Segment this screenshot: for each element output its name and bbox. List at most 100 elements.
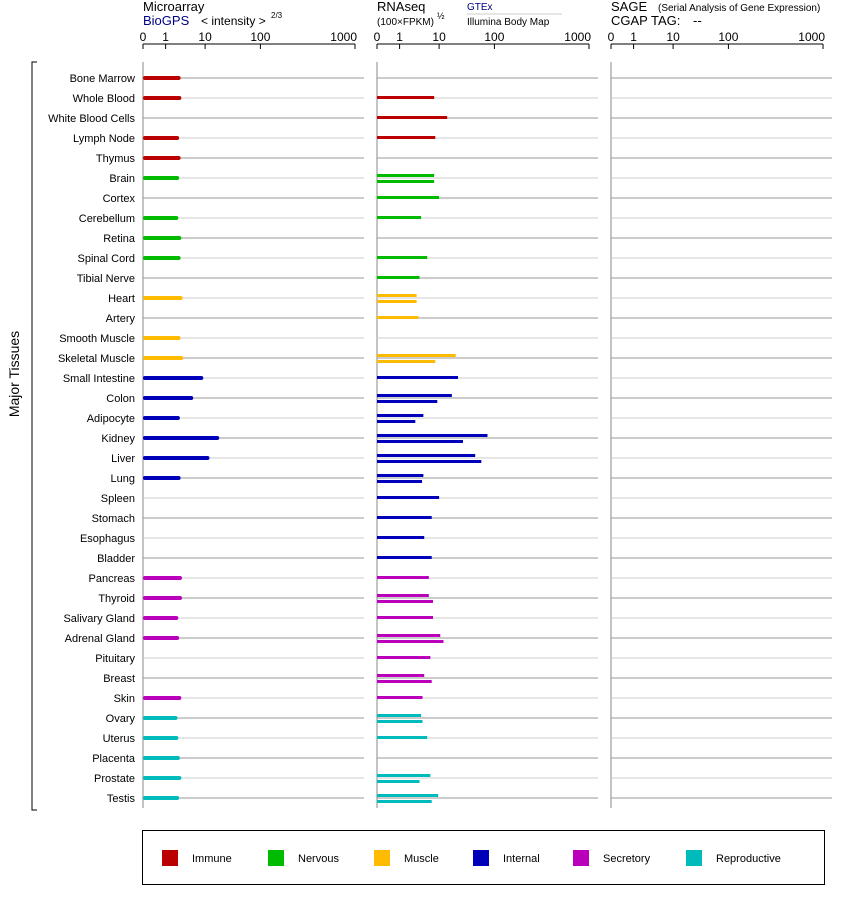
tissue-label: Whole Blood [73, 93, 135, 105]
microarray-bar [143, 176, 180, 180]
microarray-bar [143, 436, 220, 440]
rnaseq-bar [377, 696, 423, 699]
legend-label-internal: Internal [503, 853, 540, 865]
tissue-label: Cortex [103, 193, 136, 205]
tissue-label: Small Intestine [63, 373, 135, 385]
rnaseq-bar [377, 594, 429, 597]
legend-swatch-reproductive [686, 850, 702, 866]
rnaseq-bar [377, 196, 440, 199]
rnaseq-tick-label-1: 1 [396, 30, 403, 44]
tissue-label-layer: Bone Marrow Whole Blood White Blood Cells L… [48, 73, 136, 805]
microarray-bar [143, 476, 181, 480]
tissue-label: Smooth Muscle [59, 333, 135, 345]
tissue-label: Adipocyte [87, 413, 135, 425]
legend-label-reproductive: Reproductive [716, 853, 781, 865]
bar-layer [143, 76, 488, 803]
sage-tick-label-0: 0 [608, 30, 615, 44]
microarray-bar [143, 796, 180, 800]
tissue-label: Heart [108, 293, 135, 305]
microarray-bar [143, 76, 181, 80]
rnaseq-bar [377, 800, 432, 803]
tissue-label: Pancreas [89, 573, 136, 585]
microarray-bar [143, 636, 180, 640]
legend-label-nervous: Nervous [298, 853, 339, 865]
microarray-bar [143, 396, 194, 400]
sage-tick-label-1: 1 [630, 30, 637, 44]
microarray-bar [143, 576, 182, 580]
rnaseq-bar [377, 354, 456, 357]
sage-title: SAGE [611, 0, 647, 14]
tissue-label: Stomach [92, 513, 135, 525]
microarray-bar [143, 296, 183, 300]
rnaseq-bar [377, 516, 432, 519]
sage-header: SAGE (Serial Analysis of Gene Expression… [611, 0, 820, 28]
tissue-label: Placenta [92, 753, 136, 765]
tissue-label: Skin [114, 693, 135, 705]
rnaseq-bar [377, 300, 417, 303]
rnaseq-bar [377, 136, 436, 139]
tissue-label: Salivary Gland [63, 613, 135, 625]
rnaseq-tick-label-4: 1000 [564, 30, 591, 44]
tissue-label: Retina [103, 233, 136, 245]
microarray-bar [143, 736, 179, 740]
legend-swatch-internal [473, 850, 489, 866]
rnaseq-bar [377, 794, 439, 797]
tissue-label: Kidney [101, 433, 135, 445]
tissue-label: Thyroid [98, 593, 135, 605]
tissue-label: Liver [111, 453, 135, 465]
rnaseq-bar [377, 536, 425, 539]
rnaseq-header: RNAseq (100×FPKM) ½ GTEx Illumina Body M… [377, 0, 562, 28]
tissue-label: Brain [109, 173, 135, 185]
rnaseq-tick-label-0: 0 [374, 30, 381, 44]
rnaseq-bar [377, 216, 422, 219]
microarray-tick-label-1: 1 [162, 30, 169, 44]
tissue-label: Prostate [94, 773, 135, 785]
tissue-label: Uterus [103, 733, 136, 745]
grid-layer [142, 62, 832, 808]
rnaseq-bar [377, 496, 440, 499]
rnaseq-bar [377, 116, 448, 119]
microarray-bar [143, 236, 182, 240]
microarray-scale-exp: 2/3 [271, 11, 283, 20]
tissue-label: Tibial Nerve [77, 273, 135, 285]
legend-swatch-muscle [374, 850, 390, 866]
rnaseq-bar [377, 360, 436, 363]
microarray-scale-label: < intensity > [201, 14, 266, 28]
tissue-label: Testis [107, 793, 136, 805]
rnaseq-bar [377, 174, 435, 177]
sage-tag-value: -- [693, 13, 702, 28]
microarray-header: Microarray BioGPS < intensity > 2/3 [143, 0, 283, 28]
rnaseq-bar [377, 714, 422, 717]
rnaseq-bar [377, 276, 420, 279]
rnaseq-bar [377, 400, 438, 403]
rnaseq-tick-label-2: 10 [432, 30, 446, 44]
rnaseq-bar [377, 600, 433, 603]
rnaseq-bar [377, 556, 432, 559]
rnaseq-bar [377, 96, 435, 99]
sage-tick-label-3: 100 [718, 30, 738, 44]
tissue-label: Ovary [106, 713, 136, 725]
rnaseq-bar [377, 180, 435, 183]
rnaseq-bar [377, 434, 488, 437]
rnaseq-bar [377, 394, 452, 397]
rnaseq-bar [377, 780, 420, 783]
side-label: Major Tissues [6, 331, 22, 417]
microarray-bar [143, 156, 181, 160]
tissue-label: Lymph Node [73, 133, 135, 145]
microarray-bar [143, 336, 181, 340]
rnaseq-bar [377, 736, 428, 739]
microarray-tick-label-0: 0 [140, 30, 147, 44]
microarray-tick-label-4: 1000 [330, 30, 357, 44]
rnaseq-bar [377, 720, 423, 723]
rnaseq-source2: Illumina Body Map [467, 17, 550, 28]
rnaseq-bar [377, 316, 419, 319]
sage-tick-label-2: 10 [666, 30, 680, 44]
tissue-label: Skeletal Muscle [58, 353, 135, 365]
rnaseq-bar [377, 294, 417, 297]
rnaseq-bar [377, 256, 428, 259]
microarray-tick-label-3: 100 [250, 30, 270, 44]
sage-tag-label: CGAP TAG: [611, 13, 680, 28]
microarray-bar [143, 216, 179, 220]
